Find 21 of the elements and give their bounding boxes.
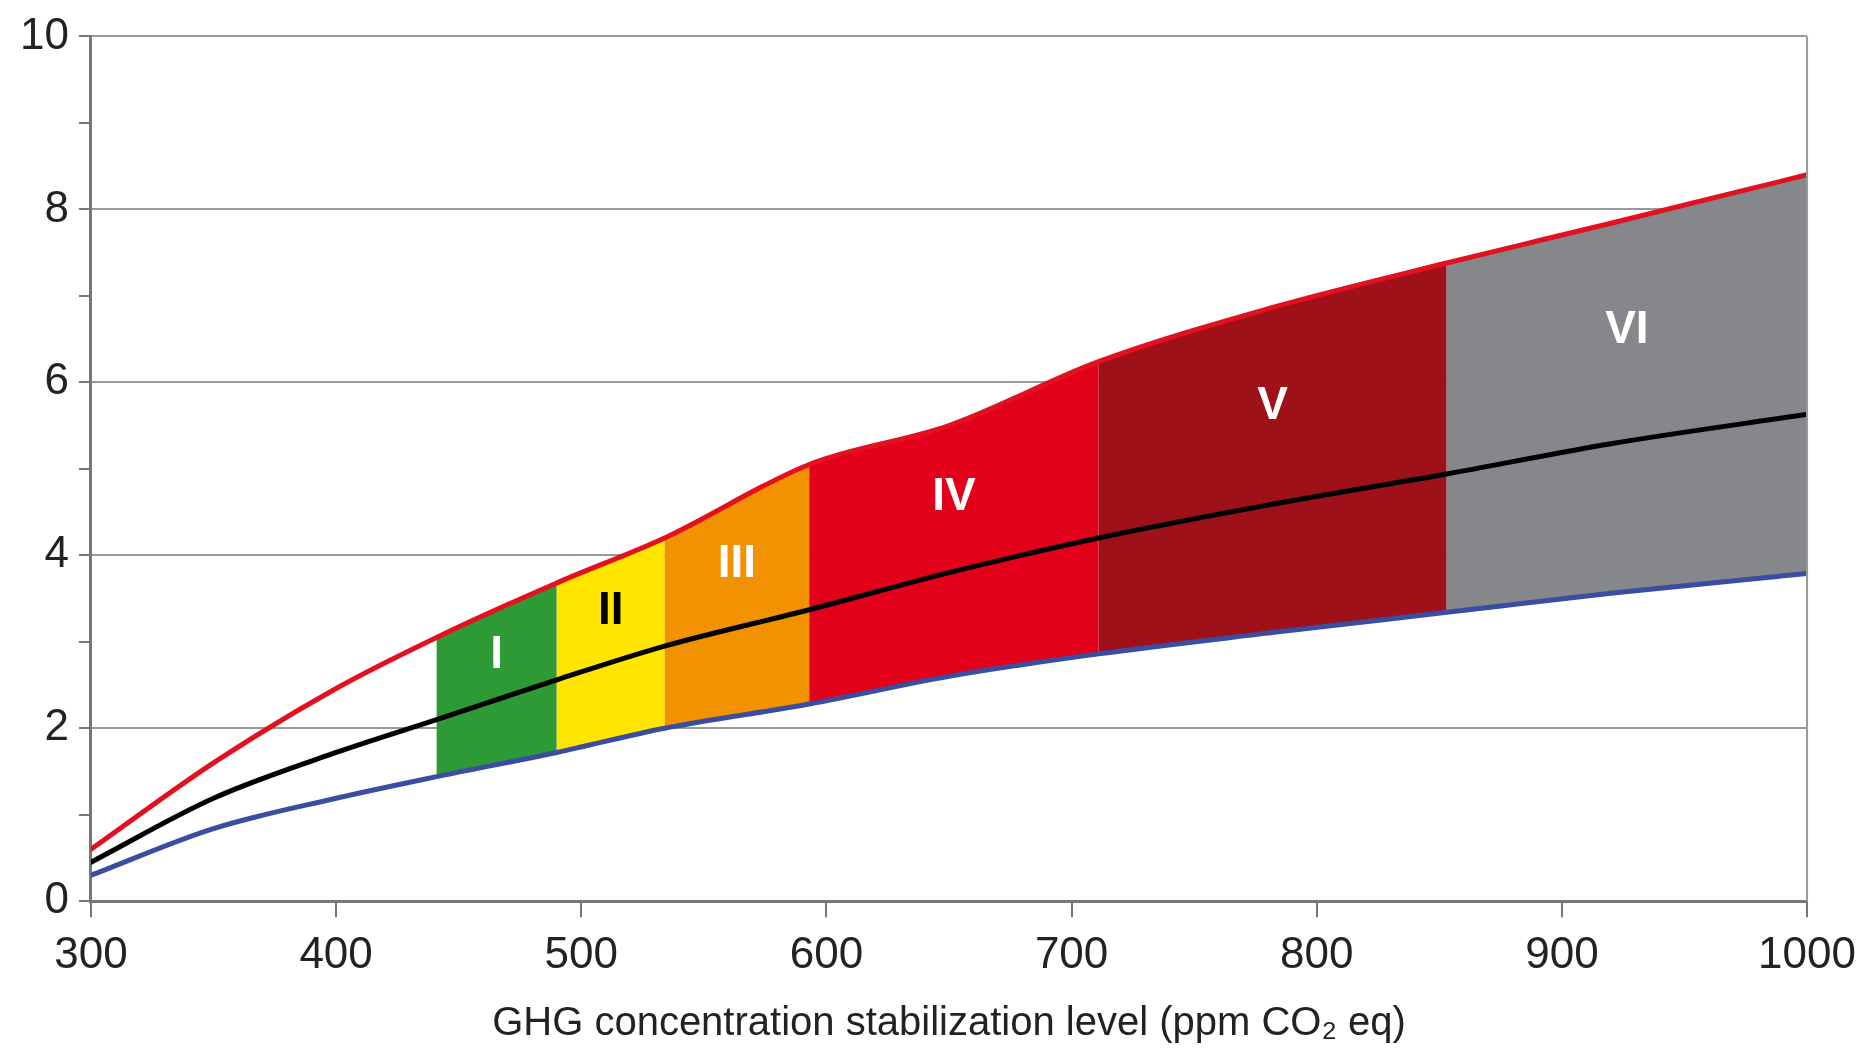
x-tick-label: 400 [299, 927, 373, 977]
x-tick-label: 1000 [1758, 927, 1856, 977]
x-axis-title: GHG concentration stabilization level (ppm CO₂ eq) [492, 999, 1406, 1044]
y-tick-label: 8 [44, 181, 69, 231]
y-tick-label: 4 [44, 527, 69, 577]
band-label: V [1257, 376, 1289, 429]
x-tick-label: 500 [544, 927, 618, 977]
y-tick-label: 2 [44, 700, 69, 750]
x-tick-label: 900 [1525, 927, 1599, 977]
band-label: II [597, 582, 624, 635]
x-tick-label: 800 [1280, 927, 1354, 977]
y-tick-label: 6 [44, 354, 69, 404]
x-tick-label: 600 [789, 927, 864, 977]
x-tick-label: 300 [54, 927, 128, 977]
band-label: VI [1605, 300, 1649, 353]
x-tick-label: 700 [1034, 927, 1109, 977]
band-label: III [717, 535, 757, 588]
band-label: IV [932, 468, 976, 521]
y-tick-label: 0 [44, 873, 69, 923]
y-tick-label: 10 [19, 8, 69, 58]
band-label: I [490, 625, 504, 678]
